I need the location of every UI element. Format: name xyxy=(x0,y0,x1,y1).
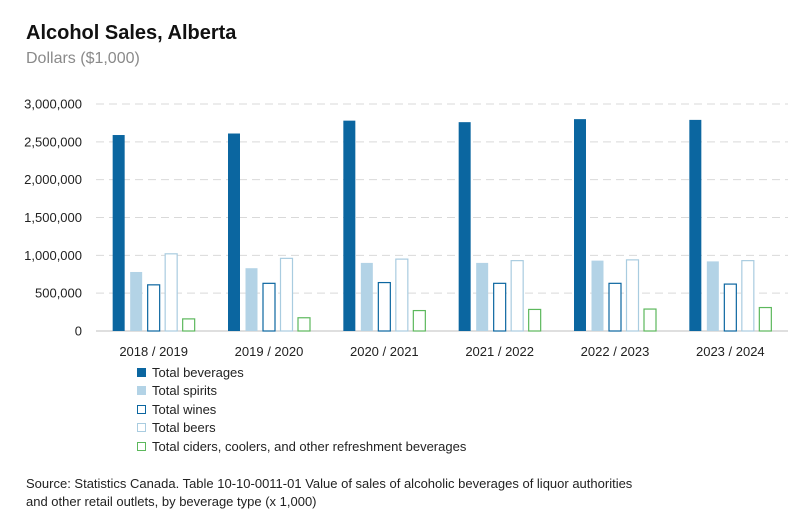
legend-item-total-ciders: Total ciders, coolers, and other refresh… xyxy=(137,437,466,456)
bar-total-spirits xyxy=(591,260,604,331)
bar-total-beers xyxy=(625,259,640,332)
y-tick-label: 3,000,000 xyxy=(24,97,82,112)
bar-total-ciders xyxy=(528,308,542,332)
legend-item-total-beers: Total beers xyxy=(137,419,466,438)
bar-total-spirits xyxy=(245,268,258,331)
bar-total-ciders xyxy=(297,317,311,332)
legend-label-total-spirits: Total spirits xyxy=(152,383,218,399)
bar-total-beers xyxy=(164,253,178,332)
y-tick-label: 1,000,000 xyxy=(24,248,82,263)
bar-total-spirits xyxy=(706,261,719,331)
bar-total-beverages xyxy=(343,120,356,331)
x-tick-label: 2022 / 2023 xyxy=(581,344,650,359)
x-axis-ticks: 2018 / 2019 2019 / 2020 2020 / 2021 2021 / … xyxy=(119,344,764,359)
source-note: Source: Statistics Canada. Table 10-10-0… xyxy=(26,475,686,511)
legend: Total beverages Total spirits Total wine… xyxy=(137,363,466,456)
legend-swatch-total-beers xyxy=(137,423,146,433)
source-line-2: and other retail outlets, by beverage ty… xyxy=(26,494,317,509)
bar-total-beverages xyxy=(112,135,125,331)
bar-total-ciders xyxy=(412,309,426,332)
bar-total-spirits xyxy=(476,262,489,331)
bar-total-beers xyxy=(510,260,524,332)
bar-total-beers xyxy=(279,257,294,332)
legend-item-total-beverages: Total beverages xyxy=(137,363,466,382)
legend-label-total-beverages: Total beverages xyxy=(152,364,244,380)
y-tick-label: 2,500,000 xyxy=(24,134,82,149)
legend-swatch-total-ciders xyxy=(137,441,146,451)
bar-total-wines xyxy=(608,282,622,332)
bar-chart: 0 500,000 1,000,000 1,500,000 2,000,000 2,500… xyxy=(24,97,788,359)
chart-title: Alcohol Sales, Alberta xyxy=(26,22,237,44)
bar-total-beers xyxy=(395,258,409,332)
chart-subtitle: Dollars ($1,000) xyxy=(26,50,140,67)
bar-total-spirits xyxy=(360,262,373,331)
bar-total-ciders xyxy=(182,318,196,332)
bars xyxy=(112,119,772,332)
bar-total-spirits xyxy=(130,271,143,331)
bar-total-wines xyxy=(377,281,391,332)
legend-item-total-wines: Total wines xyxy=(137,400,466,419)
legend-label-total-beers: Total beers xyxy=(152,420,216,436)
bar-total-wines xyxy=(493,282,507,332)
legend-label-total-ciders: Total ciders, coolers, and other refresh… xyxy=(152,438,467,454)
source-line-1: Source: Statistics Canada. Table 10-10-0… xyxy=(26,476,633,491)
y-tick-label: 2,000,000 xyxy=(24,172,82,187)
bar-total-ciders xyxy=(643,308,657,332)
x-tick-label: 2023 / 2024 xyxy=(696,344,765,359)
y-tick-label: 0 xyxy=(75,324,82,339)
bar-total-wines xyxy=(147,284,161,332)
bar-total-ciders xyxy=(758,306,772,332)
bar-total-beverages xyxy=(458,122,471,331)
legend-swatch-total-wines xyxy=(137,404,146,414)
legend-label-total-wines: Total wines xyxy=(152,401,217,417)
x-tick-label: 2021 / 2022 xyxy=(465,344,534,359)
legend-swatch-total-beverages xyxy=(137,367,146,377)
gridlines xyxy=(96,103,788,332)
x-tick-label: 2019 / 2020 xyxy=(235,344,304,359)
legend-swatch-total-spirits xyxy=(137,386,146,396)
bar-total-wines xyxy=(723,283,737,332)
bar-total-beers xyxy=(741,260,755,332)
bar-total-beverages xyxy=(574,119,586,331)
legend-item-total-spirits: Total spirits xyxy=(137,382,466,401)
bar-total-wines xyxy=(262,282,276,332)
bar-total-beverages xyxy=(228,133,240,331)
y-tick-label: 1,500,000 xyxy=(24,210,82,225)
bar-total-beverages xyxy=(689,119,702,331)
y-tick-label: 500,000 xyxy=(35,286,82,301)
y-axis-ticks: 0 500,000 1,000,000 1,500,000 2,000,000 2,500… xyxy=(24,97,82,339)
x-tick-label: 2020 / 2021 xyxy=(350,344,419,359)
x-tick-label: 2018 / 2019 xyxy=(119,344,188,359)
